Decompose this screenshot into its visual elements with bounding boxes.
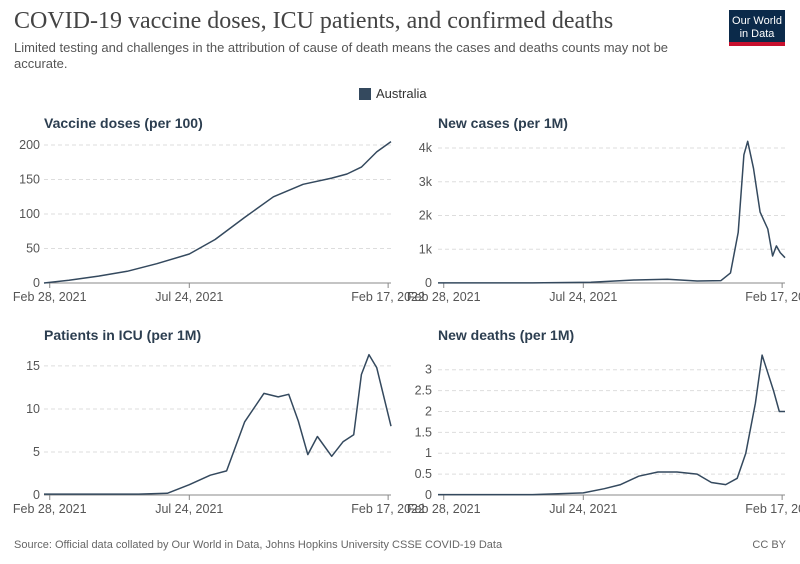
y-tick-label: 10 xyxy=(26,402,40,416)
logo-line-2: in Data xyxy=(739,28,775,40)
y-tick-label: 15 xyxy=(26,359,40,373)
y-tick-label: 150 xyxy=(19,173,40,187)
y-tick-label: 1k xyxy=(419,242,433,256)
y-tick-label: 50 xyxy=(26,242,40,256)
x-tick-label: Feb 28, 2021 xyxy=(13,502,87,516)
y-tick-label: 0.5 xyxy=(415,467,432,481)
panel-title: New cases (per 1M) xyxy=(438,115,568,131)
series-line-australia xyxy=(438,354,785,496)
x-tick-label: Feb 28, 2021 xyxy=(407,290,481,304)
panel-4: New deaths (per 1M) 0 0.5 1 1.5 2 2.5 3 Feb 28, … xyxy=(407,327,800,516)
y-tick-label: 0 xyxy=(425,488,432,502)
x-tick-label: Jul 24, 2021 xyxy=(549,290,617,304)
x-tick-label: Feb 17, 2022 xyxy=(745,290,800,304)
y-tick-label: 0 xyxy=(425,276,432,290)
panel-1: Vaccine doses (per 100) 0 50 100 150 200 Feb 2… xyxy=(13,115,425,304)
y-tick-label: 2 xyxy=(425,404,432,418)
panel-3: Patients in ICU (per 1M) 0 5 10 15 Feb 28, 20… xyxy=(13,327,425,516)
y-tick-label: 0 xyxy=(33,276,40,290)
x-tick-label: Feb 28, 2021 xyxy=(13,290,87,304)
chart-title: COVID-19 vaccine doses, ICU patients, an… xyxy=(14,8,614,34)
x-tick-label: Jul 24, 2021 xyxy=(155,290,223,304)
license-link[interactable]: CC BY xyxy=(752,539,786,551)
y-tick-label: 0 xyxy=(33,488,40,502)
series-line-australia xyxy=(43,140,392,284)
x-tick-label: Feb 17, 2022 xyxy=(351,290,425,304)
y-tick-label: 200 xyxy=(19,138,40,152)
series-line-australia xyxy=(438,140,786,284)
logo-line-1: Our World xyxy=(732,15,782,27)
source-note: Source: Official data collated by Our Wo… xyxy=(14,539,503,551)
x-tick-label: Feb 17, 2022 xyxy=(745,502,800,516)
y-tick-label: 1 xyxy=(425,446,432,460)
y-tick-label: 2.5 xyxy=(415,384,432,398)
y-tick-label: 100 xyxy=(19,207,40,221)
panel-2: New cases (per 1M) 0 1k 2k 3k 4k Feb 28, 2021 J… xyxy=(407,115,800,304)
y-tick-label: 5 xyxy=(33,445,40,459)
panel-title: Patients in ICU (per 1M) xyxy=(44,327,201,343)
legend-swatch xyxy=(359,88,371,100)
y-tick-label: 4k xyxy=(419,141,433,155)
x-tick-label: Jul 24, 2021 xyxy=(155,502,223,516)
x-tick-label: Feb 28, 2021 xyxy=(407,502,481,516)
x-tick-label: Jul 24, 2021 xyxy=(549,502,617,516)
panel-title: New deaths (per 1M) xyxy=(438,327,574,343)
y-tick-label: 1.5 xyxy=(415,425,432,439)
y-tick-label: 2k xyxy=(419,209,433,223)
legend[interactable]: Australia xyxy=(359,86,427,101)
chart-subtitle: Limited testing and challenges in the at… xyxy=(14,40,669,71)
panel-title: Vaccine doses (per 100) xyxy=(44,115,203,131)
x-tick-label: Feb 17, 2022 xyxy=(351,502,425,516)
legend-label: Australia xyxy=(376,86,427,101)
series-line-australia xyxy=(44,353,392,495)
owid-logo[interactable]: Our World in Data xyxy=(729,10,785,46)
y-tick-label: 3k xyxy=(419,175,433,189)
y-tick-label: 3 xyxy=(425,363,432,377)
